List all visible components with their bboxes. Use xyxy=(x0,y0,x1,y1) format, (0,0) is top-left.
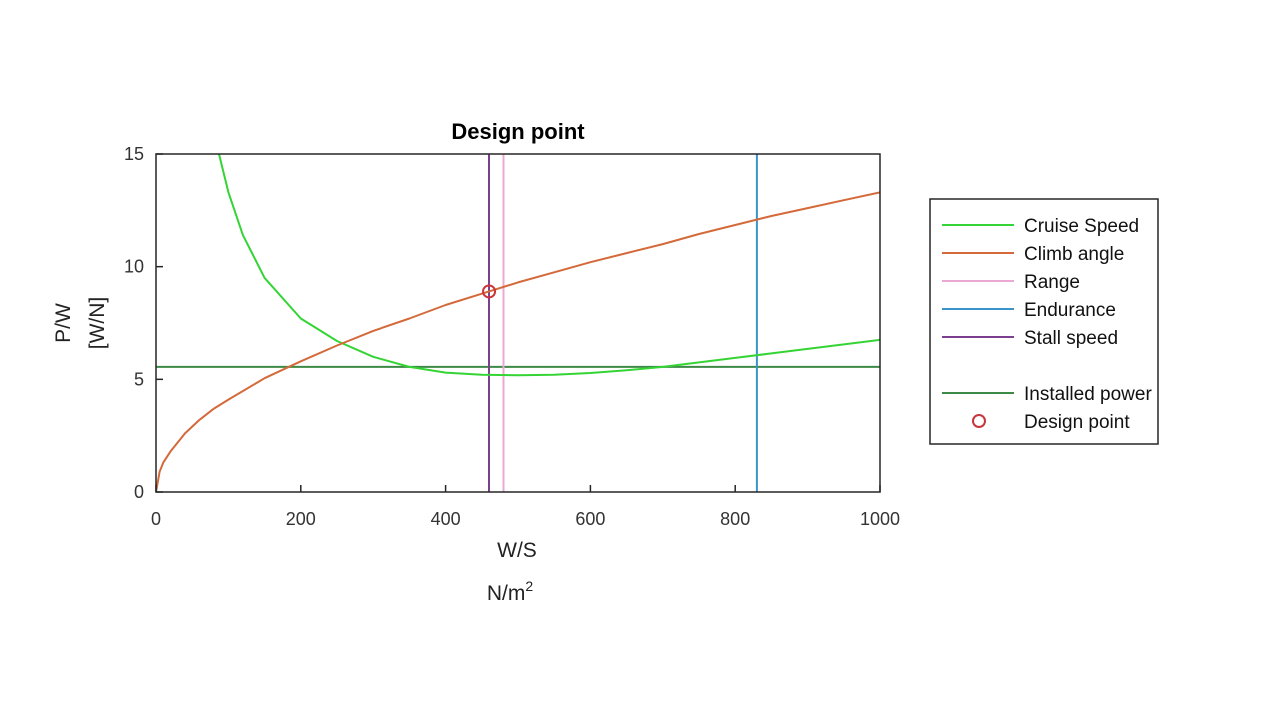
x-axis-label-line1: W/S xyxy=(497,539,537,562)
y-axis-label-line1: P/W xyxy=(52,303,75,343)
y-tick-label: 10 xyxy=(124,257,144,277)
plot-axes-box xyxy=(155,153,881,493)
x-axis-label-line2: N/m2 xyxy=(487,578,534,605)
x-tick-label: 800 xyxy=(720,509,750,529)
y-tick-label: 5 xyxy=(134,369,144,389)
legend-label-design-point: Design point xyxy=(1024,412,1130,433)
legend-box xyxy=(929,198,1159,445)
x-axis-unit-superscript: 2 xyxy=(525,578,533,594)
x-tick-label: 600 xyxy=(575,509,605,529)
y-axis: 0 5 10 15 xyxy=(124,144,163,502)
y-tick-label: 15 xyxy=(124,144,144,164)
y-axis-label-line2: [W/N] xyxy=(86,297,109,350)
x-tick-label: 400 xyxy=(431,509,461,529)
legend-label-endurance: Endurance xyxy=(1024,300,1116,321)
legend: Cruise Speed Climb angle Range Endurance Sta… xyxy=(929,198,1159,445)
legend-label-installed-power: Installed power xyxy=(1024,384,1152,405)
plot-area xyxy=(156,154,880,492)
x-tick-label: 1000 xyxy=(860,509,900,529)
legend-label-stall-speed: Stall speed xyxy=(1024,328,1118,349)
legend-label-cruise-speed: Cruise Speed xyxy=(1024,216,1139,237)
legend-label-range: Range xyxy=(1024,272,1080,293)
y-tick-label: 0 xyxy=(134,482,144,502)
x-axis-unit: N/m xyxy=(487,582,526,605)
x-tick-label: 200 xyxy=(286,509,316,529)
x-axis: 0 200 400 600 800 1000 xyxy=(151,485,900,529)
series-line-climb-angle xyxy=(156,191,880,492)
series-line-cruise-speed xyxy=(218,154,880,377)
x-tick-label: 0 xyxy=(151,509,161,529)
legend-swatch-design-point xyxy=(972,414,986,428)
design-point-marker xyxy=(482,284,497,299)
chart-title: Design point xyxy=(451,119,585,144)
legend-label-climb-angle: Climb angle xyxy=(1024,244,1124,265)
